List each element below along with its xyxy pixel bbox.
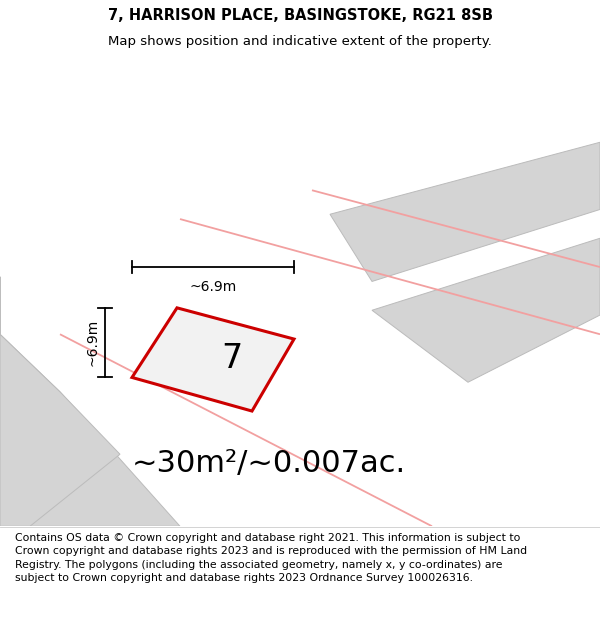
- Text: 7, HARRISON PLACE, BASINGSTOKE, RG21 8SB: 7, HARRISON PLACE, BASINGSTOKE, RG21 8SB: [107, 8, 493, 23]
- Polygon shape: [132, 308, 294, 411]
- Text: ~6.9m: ~6.9m: [190, 281, 236, 294]
- Text: 7: 7: [221, 342, 242, 376]
- Text: ~30m²/~0.007ac.: ~30m²/~0.007ac.: [132, 449, 406, 478]
- Polygon shape: [0, 334, 180, 526]
- Text: Map shows position and indicative extent of the property.: Map shows position and indicative extent…: [108, 34, 492, 48]
- Text: Contains OS data © Crown copyright and database right 2021. This information is : Contains OS data © Crown copyright and d…: [15, 533, 527, 582]
- Polygon shape: [372, 238, 600, 382]
- Text: ~6.9m: ~6.9m: [86, 319, 100, 366]
- Polygon shape: [0, 277, 120, 526]
- Polygon shape: [330, 142, 600, 281]
